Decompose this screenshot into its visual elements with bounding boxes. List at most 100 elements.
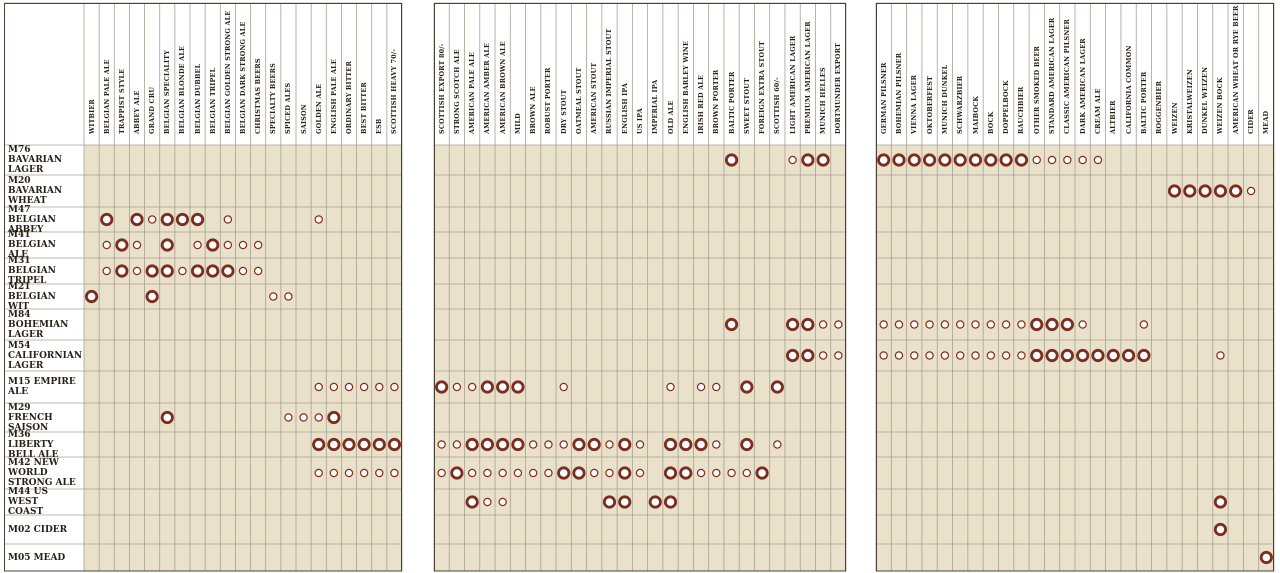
column-header-label: MUNICH DUNKEL	[940, 64, 949, 134]
panel-2: SCOTTISH EXPORT 80/- STRONG SCOTCH ALE AME…	[433, 2, 847, 572]
column-header-label: BALTIC PORTER	[1139, 71, 1148, 135]
strong-match-marker	[511, 380, 525, 394]
weak-match-marker	[1216, 351, 1225, 360]
panel-1: WITBIER BELGIAN PALE ALE TRAPPIST STYLE ABB…	[4, 2, 403, 572]
weak-match-marker	[712, 440, 721, 449]
column-header-label: STANDARD AMERICAN LAGER	[1048, 17, 1057, 134]
column-header-label: STRONG SCOTCH ALE	[452, 49, 461, 134]
weak-match-marker	[1246, 186, 1256, 196]
strong-match-marker	[694, 437, 708, 452]
column-header-label: ALTBIER	[1109, 100, 1118, 134]
strong-match-marker	[190, 212, 205, 227]
strong-match-marker	[160, 212, 174, 227]
column-header-label: WEIZEN	[1170, 102, 1179, 134]
column-header-label: AMERICAN PALE ALE	[468, 52, 477, 134]
strong-match-marker	[1045, 348, 1059, 363]
strong-match-marker	[602, 495, 617, 509]
weak-match-marker	[1093, 155, 1103, 165]
row-label: M05 MEAD	[8, 544, 78, 571]
weak-match-marker	[102, 240, 111, 250]
column-header-label: AMERICAN AMBER ALE	[483, 42, 492, 134]
strong-match-marker	[1045, 317, 1059, 332]
row-label-text: M36 LIBERTY BELL ALE	[8, 429, 59, 460]
column-header-label: CALIFORNIA COMMON	[1124, 45, 1133, 134]
strong-match-marker	[968, 153, 983, 167]
strong-match-marker	[618, 495, 632, 509]
weak-match-marker	[879, 320, 888, 329]
row-label: M47 BELGIAN ABBEY	[8, 205, 78, 235]
column-header-label: WEIZEN BOCK	[1216, 77, 1225, 134]
weak-match-marker	[132, 240, 142, 250]
strong-match-marker	[816, 153, 830, 167]
weak-match-marker	[1001, 351, 1011, 360]
weak-match-marker	[1017, 320, 1026, 329]
weak-match-marker	[498, 468, 507, 478]
column-header-label: GOLDEN ALE	[314, 83, 323, 134]
strong-match-marker	[372, 437, 386, 452]
weak-match-marker	[635, 468, 645, 478]
strong-match-marker	[480, 437, 495, 452]
strong-match-marker	[160, 410, 174, 425]
strong-match-marker	[877, 153, 891, 167]
weak-match-marker	[696, 468, 706, 478]
row-label: M15 EMPIRE ALE	[8, 371, 78, 403]
weak-match-marker	[986, 351, 996, 360]
weak-match-marker	[223, 240, 233, 250]
row-label-text: M05 MEAD	[8, 552, 66, 563]
weak-match-marker	[894, 320, 904, 329]
strong-match-marker	[160, 238, 174, 252]
strong-match-marker	[618, 437, 632, 452]
weak-match-marker	[986, 320, 996, 329]
grid-background	[84, 145, 402, 571]
strong-match-marker	[1106, 348, 1120, 363]
weak-match-marker	[605, 440, 614, 449]
strong-match-marker	[496, 437, 510, 452]
row-label: M29 FRENCH SAISON	[8, 403, 78, 433]
row-label-text: M20 BAVARIAN WHEAT	[8, 176, 63, 206]
row-label: M20 BAVARIAN WHEAT	[8, 175, 78, 207]
weak-match-marker	[467, 382, 477, 392]
column-header-label: SCHWARZBIER	[956, 75, 965, 134]
column-header-label: BELGIAN TRIPEL	[208, 67, 217, 134]
row-label-text: M41 BELGIAN ALE	[8, 230, 56, 260]
weak-match-marker	[314, 215, 323, 224]
column-header-label: BELGIAN SPECIALITY	[163, 50, 172, 134]
row-label: M21 BELGIAN WIT	[8, 282, 78, 312]
strong-match-marker	[724, 153, 739, 167]
strong-match-marker	[907, 153, 921, 167]
row-label-text: M84 BOHEMIAN LAGER	[8, 309, 69, 340]
column-header-label: CIDER	[1247, 109, 1256, 134]
column-header-label: SAISON	[299, 104, 308, 134]
grid-background	[434, 145, 846, 571]
column-header-label: GRAND CRU	[148, 86, 157, 134]
strong-match-marker	[740, 380, 754, 394]
row-label: M31 BELGIAN TRIPEL	[8, 256, 78, 286]
column-header-label: CREAM ALE	[1093, 88, 1102, 134]
column-header-label: CLASSIC AMERICAN PILSNER	[1063, 19, 1072, 134]
column-header-label: ENGLISH IPA	[620, 82, 629, 134]
row-label-text: M31 BELGIAN TRIPEL	[8, 256, 56, 286]
weak-match-marker	[559, 382, 568, 392]
row-label: M42 NEW WORLD STRONG ALE	[8, 457, 78, 489]
column-header-label: ROGGENBIER	[1155, 80, 1164, 134]
weak-match-marker	[940, 351, 950, 360]
strong-match-marker	[84, 289, 99, 304]
weak-match-marker	[1047, 155, 1057, 165]
strong-match-marker	[1213, 184, 1228, 198]
strong-match-marker	[387, 437, 402, 452]
weak-match-marker	[666, 382, 675, 392]
column-header-label: BELGIAN DARK STRONG ALE	[239, 21, 247, 134]
strong-match-marker	[618, 466, 632, 480]
strong-match-marker	[1030, 317, 1044, 332]
strong-match-marker	[1030, 348, 1044, 363]
weak-match-marker	[544, 440, 553, 449]
column-header-label: WITBIER	[87, 99, 96, 134]
strong-match-marker	[663, 495, 678, 509]
column-header-label: BOCK	[986, 111, 995, 134]
weak-match-marker	[359, 382, 369, 392]
weak-match-marker	[483, 497, 492, 507]
weak-match-marker	[513, 468, 523, 478]
strong-match-marker	[190, 264, 205, 278]
row-label-text: M02 CIDER	[8, 524, 68, 535]
strong-match-marker	[1014, 153, 1029, 167]
